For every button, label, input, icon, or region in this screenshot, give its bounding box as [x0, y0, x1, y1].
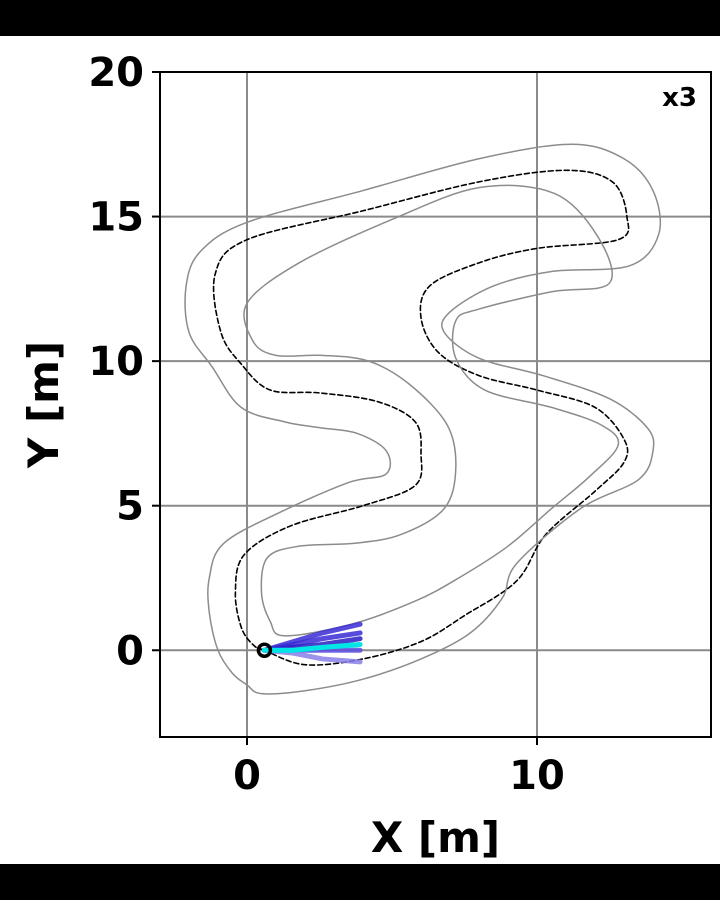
y-tick-label: 10	[88, 339, 144, 385]
outer-boundary-line	[184, 143, 662, 695]
plot-series	[184, 143, 662, 695]
x-tick-label: 10	[509, 753, 565, 799]
y-tick-label: 5	[116, 484, 144, 530]
top-letterbox-bar	[0, 0, 720, 36]
y-tick-label: 0	[116, 628, 144, 674]
x-tick-label: 0	[233, 753, 261, 799]
speed-annotation: x3	[662, 83, 697, 113]
plot-frame	[159, 71, 712, 738]
y-tick-label: 20	[88, 50, 144, 96]
centerline-line	[212, 169, 630, 666]
x-axis-label: X [m]	[371, 813, 500, 862]
tick-labels: 0 10 0 5 10 15 20	[88, 50, 565, 799]
inner-boundary-line	[243, 184, 620, 637]
grid-lines	[160, 72, 711, 737]
y-tick-label: 15	[88, 195, 144, 241]
selected-trajectory-line	[261, 641, 363, 653]
bottom-letterbox-bar	[0, 864, 720, 900]
y-axis-label: Y [m]	[19, 341, 68, 469]
vehicle-position-marker	[256, 642, 273, 659]
